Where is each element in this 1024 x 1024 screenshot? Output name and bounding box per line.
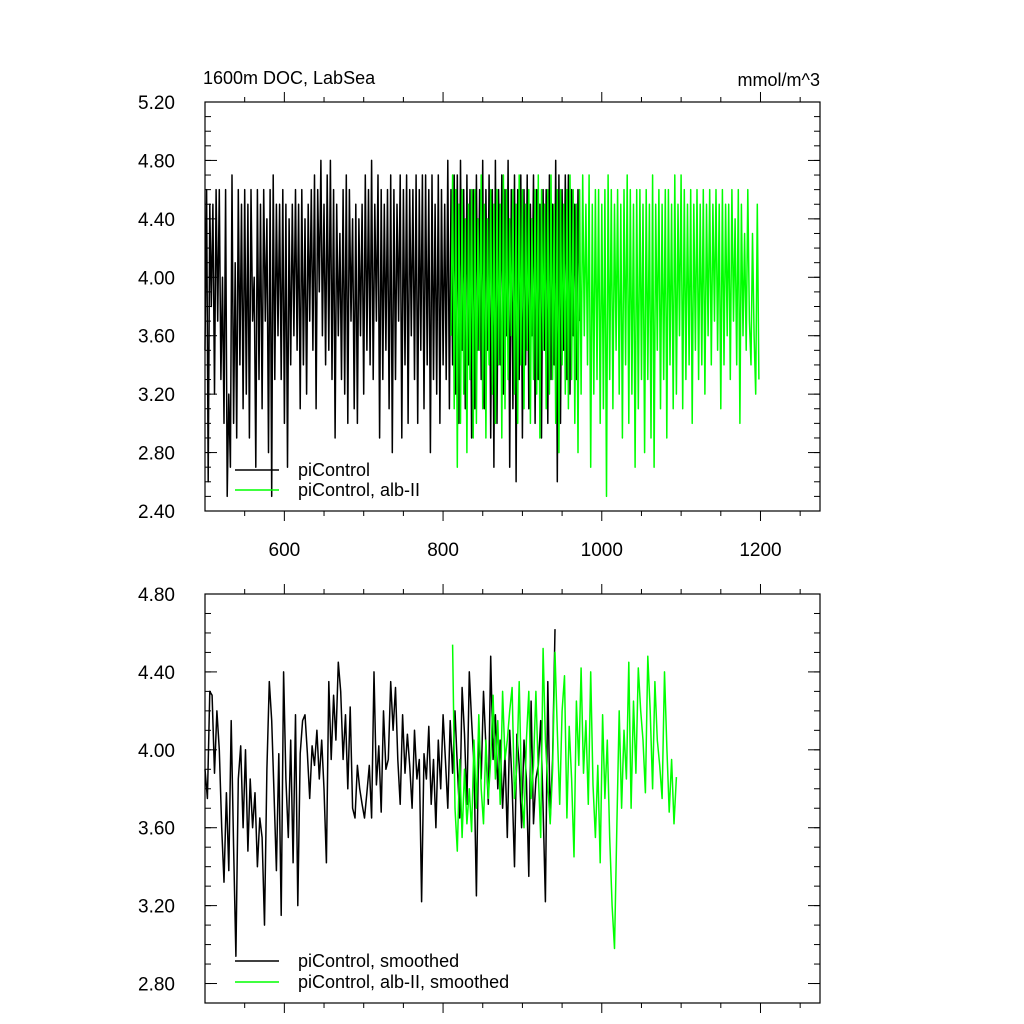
top-y-tick-label: 4.80 [138, 151, 175, 172]
top-series-group [204, 159, 760, 498]
bottom-plot-frame [204, 593, 821, 1004]
bottom-series-line-1 [451, 644, 678, 950]
top-x-tick-label: 1000 [581, 540, 623, 561]
bottom-y-tick-label: 3.20 [138, 897, 175, 918]
top-y-tick-label: 4.40 [138, 210, 175, 231]
top-legend: piControl piControl, alb-II [235, 460, 420, 500]
bottom-y-tick-label: 3.60 [138, 819, 175, 840]
top-legend-label-alb-II: piControl, alb-II [298, 480, 420, 500]
bottom-legend-label-alb-II-smoothed: piControl, alb-II, smoothed [298, 972, 509, 992]
top-y-tick-label: 2.80 [138, 444, 175, 465]
bottom-axes: 2.80 3.20 3.60 4.00 4.40 4.80 [138, 584, 820, 1013]
top-panel-units: mmol/m^3 [738, 70, 820, 90]
top-y-tick-label: 4.00 [138, 268, 175, 289]
top-panel-title: 1600m DOC, LabSea [203, 68, 376, 88]
bottom-series-group [204, 629, 678, 958]
top-x-tick-label: 800 [427, 540, 459, 561]
top-y-tick-label: 3.20 [138, 385, 175, 406]
top-y-tick-label: 5.20 [138, 93, 175, 114]
bottom-panel: 2.80 3.20 3.60 4.00 4.40 4.80 piControl, smoo… [138, 584, 821, 1013]
bottom-series-line-0 [204, 629, 556, 958]
top-series-line-1 [450, 174, 760, 498]
bottom-y-tick-label: 4.40 [138, 663, 175, 684]
bottom-y-tick-label: 2.80 [138, 975, 175, 996]
top-y-tick-label: 2.40 [138, 502, 175, 523]
bottom-y-tick-label: 4.00 [138, 741, 175, 762]
top-axes: 2.40 2.80 3.20 3.60 4.00 4.40 4.80 5.20 600 800 10… [138, 92, 820, 561]
bottom-legend: piControl, smoothed piControl, alb-II, s… [235, 951, 509, 992]
bottom-y-tick-label: 4.80 [138, 585, 175, 606]
top-y-tick-label: 3.60 [138, 327, 175, 348]
top-legend-label-piControl: piControl [298, 460, 370, 480]
top-x-tick-label: 1200 [739, 540, 781, 561]
top-plot-frame [204, 101, 821, 512]
top-panel: 1600m DOC, LabSea mmol/m^3 2.40 2.80 3.20 3… [138, 68, 821, 561]
bottom-legend-label-smoothed: piControl, smoothed [298, 951, 459, 971]
top-x-tick-label: 600 [269, 540, 301, 561]
